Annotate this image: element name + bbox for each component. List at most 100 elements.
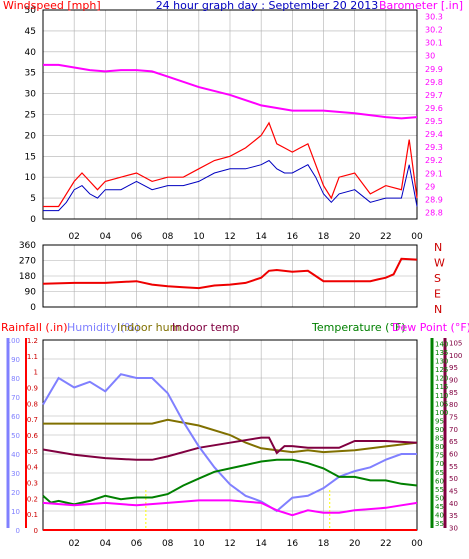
temperature-tick-label: 140 bbox=[435, 340, 448, 348]
dewpoint-tick-label: 35 bbox=[449, 512, 458, 520]
gust-line bbox=[43, 159, 418, 212]
hour-tick-label: 20 bbox=[349, 539, 361, 549]
windspeed-axis-ticks: 0 5 10 15 20 25 30 35 40 45 50 bbox=[25, 6, 37, 225]
windspeed-tick-label: 30 bbox=[25, 90, 37, 100]
humidity-tick-label: 40 bbox=[11, 451, 20, 459]
humidity-tick-label: 90 bbox=[11, 356, 20, 364]
hour-tick-label: 16 bbox=[287, 539, 299, 549]
barometer-tick-label: 29.9 bbox=[425, 65, 443, 74]
humidity-tick-label: 60 bbox=[11, 413, 20, 421]
barometer-tick-label: 30.3 bbox=[425, 13, 443, 22]
hour-tick-label: 14 bbox=[255, 539, 267, 549]
temperature-tick-label: 75 bbox=[435, 452, 444, 460]
dewpoint-tick-label: 50 bbox=[449, 475, 458, 483]
humidity-axis-ticks: 0 10 20 30 40 50 60 70 80 90 100 bbox=[7, 337, 20, 535]
rainfall-axis-ticks: 0 0.1 0.2 0.3 0.4 0.5 0.6 0.7 0.8 0.9 1 1.1 1.2 bbox=[27, 337, 39, 535]
humidity-tick-label: 10 bbox=[11, 508, 20, 516]
humidity-line bbox=[42, 373, 417, 513]
direction-tick-label: 0 bbox=[30, 303, 36, 313]
temperature-tick-label: 115 bbox=[435, 383, 448, 391]
direction-panel-frame bbox=[42, 244, 418, 308]
humidity-label: Humidity (%) bbox=[67, 321, 139, 334]
temperature-tick-label: 60 bbox=[435, 477, 444, 485]
hour-tick-label: 14 bbox=[255, 232, 267, 242]
rainfall-tick-label: 0.2 bbox=[27, 495, 38, 503]
direction-tick-label: 90 bbox=[25, 288, 37, 298]
rainfall-tick-label: 0.4 bbox=[27, 464, 39, 472]
indoor-humidity-line bbox=[43, 418, 418, 454]
rainfall-tick-label: 0 bbox=[34, 527, 38, 535]
rainfall-tick-label: 1.2 bbox=[27, 337, 38, 345]
barometer-line bbox=[43, 63, 418, 120]
temperature-tick-label: 90 bbox=[435, 426, 444, 434]
windspeed-axis-label: Windspeed [mph] bbox=[3, 0, 101, 12]
windspeed-tick-label: 10 bbox=[25, 173, 37, 183]
dewpoint-tick-label: 100 bbox=[449, 352, 462, 360]
dewpoint-tick-label: 85 bbox=[449, 389, 458, 397]
barometer-tick-label: 28.8 bbox=[425, 208, 443, 217]
windspeed-tick-label: 0 bbox=[30, 215, 36, 225]
rainfall-label: Rainfall (.in) bbox=[1, 321, 68, 334]
chart-title: 24 hour graph day : September 20 2013 bbox=[156, 0, 379, 12]
temperature-tick-label: 130 bbox=[435, 358, 448, 366]
direction-tick-label: 360 bbox=[19, 241, 36, 251]
rainfall-tick-label: 0.9 bbox=[27, 385, 38, 393]
hour-tick-label: 06 bbox=[131, 232, 143, 242]
humidity-tick-label: 20 bbox=[11, 489, 20, 497]
dewpoint-axis-ticks: 30 35 40 45 50 55 60 65 70 75 80 85 90 95 100 105 bbox=[449, 339, 462, 532]
dewpoint-tick-label: 65 bbox=[449, 438, 458, 446]
windspeed-tick-label: 35 bbox=[25, 69, 36, 79]
temperature-tick-label: 95 bbox=[435, 417, 444, 425]
dewpoint-tick-label: 40 bbox=[449, 500, 458, 508]
compass-label: N bbox=[434, 303, 442, 316]
humidity-tick-label: 100 bbox=[7, 337, 20, 345]
dewpoint-label: Dew Point (°F) bbox=[392, 321, 469, 334]
hour-tick-label: 00 bbox=[411, 232, 423, 242]
wind-panel-hour-ticks: 02 04 06 08 10 12 14 16 18 20 22 00 bbox=[68, 232, 423, 242]
compass-label: N bbox=[434, 241, 442, 254]
hour-tick-label: 10 bbox=[193, 232, 205, 242]
hour-tick-label: 02 bbox=[68, 232, 79, 242]
temperature-tick-label: 110 bbox=[435, 392, 448, 400]
dewpoint-tick-label: 75 bbox=[449, 413, 458, 421]
compass-label: S bbox=[434, 272, 441, 285]
dewpoint-tick-label: 30 bbox=[449, 525, 458, 533]
temperature-tick-label: 120 bbox=[435, 375, 448, 383]
dewpoint-tick-label: 60 bbox=[449, 451, 458, 459]
direction-panel-grid bbox=[43, 244, 418, 308]
hour-tick-label: 00 bbox=[411, 539, 423, 549]
hour-tick-label: 12 bbox=[224, 232, 235, 242]
hour-tick-label: 22 bbox=[380, 232, 391, 242]
dewpoint-tick-label: 105 bbox=[449, 339, 462, 347]
barometer-tick-label: 30 bbox=[425, 52, 435, 61]
windspeed-tick-label: 50 bbox=[25, 6, 37, 16]
temperature-tick-label: 35 bbox=[435, 520, 444, 528]
temperature-tick-label: 40 bbox=[435, 512, 444, 520]
hour-tick-label: 04 bbox=[100, 539, 112, 549]
temperature-axis-ticks: 3540455055606570758085909510010511011512… bbox=[435, 340, 448, 528]
indoor-humidity-label: Indoor hum bbox=[117, 321, 180, 334]
barometer-tick-label: 29 bbox=[425, 182, 435, 191]
temperature-tick-label: 100 bbox=[435, 409, 448, 417]
dewpoint-tick-label: 95 bbox=[449, 364, 458, 372]
temperature-tick-label: 70 bbox=[435, 460, 444, 468]
direction-tick-label: 270 bbox=[19, 257, 36, 267]
temperature-tick-label: 55 bbox=[435, 486, 444, 494]
climate-panel-hour-ticks: 02 04 06 08 10 12 14 16 18 20 22 00 bbox=[68, 539, 423, 549]
windspeed-tick-label: 5 bbox=[30, 194, 36, 204]
humidity-tick-label: 30 bbox=[11, 470, 20, 478]
rainfall-tick-label: 0.5 bbox=[27, 448, 38, 456]
temperature-tick-label: 135 bbox=[435, 349, 448, 357]
rainfall-tick-label: 1.1 bbox=[27, 353, 38, 361]
windspeed-tick-label: 25 bbox=[25, 111, 36, 121]
temperature-tick-label: 125 bbox=[435, 366, 448, 374]
rainfall-tick-label: 1 bbox=[34, 369, 38, 377]
barometer-tick-label: 30.1 bbox=[425, 39, 443, 48]
dewpoint-tick-label: 90 bbox=[449, 376, 458, 384]
barometer-tick-label: 29.6 bbox=[425, 104, 443, 113]
barometer-tick-label: 29.1 bbox=[425, 169, 443, 178]
dewpoint-tick-label: 55 bbox=[449, 463, 458, 471]
windspeed-tick-label: 45 bbox=[25, 27, 36, 37]
